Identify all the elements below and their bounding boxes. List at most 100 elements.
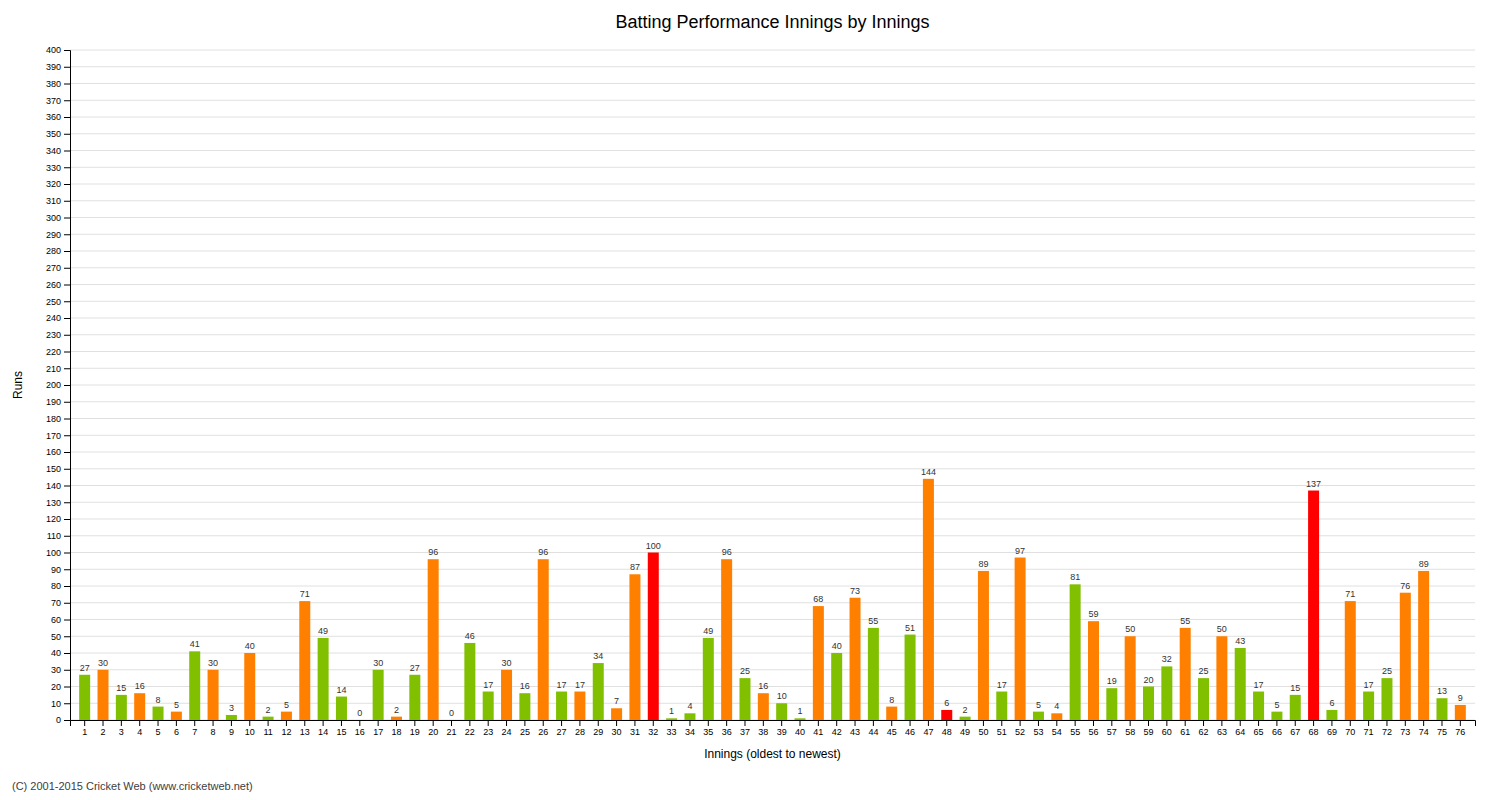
data-label: 13 xyxy=(1437,686,1447,696)
y-tick: 170 xyxy=(46,431,70,441)
x-tick: 23 xyxy=(483,720,493,737)
bar xyxy=(574,692,585,720)
bar xyxy=(373,670,384,720)
x-tick: 5 xyxy=(156,720,161,737)
data-label: 9 xyxy=(1458,693,1463,703)
x-tick: 40 xyxy=(795,720,805,737)
x-tick: 29 xyxy=(593,720,603,737)
x-tick-label: 76 xyxy=(1455,727,1465,737)
x-tick-mark xyxy=(708,720,709,726)
data-label: 7 xyxy=(614,696,619,706)
x-tick: 51 xyxy=(997,720,1007,737)
x-tick-label: 44 xyxy=(868,727,878,737)
y-tick-mark xyxy=(64,234,70,235)
x-axis-title: Innings (oldest to newest) xyxy=(704,747,841,761)
bar xyxy=(116,695,127,720)
x-tick: 42 xyxy=(832,720,842,737)
x-tick: 61 xyxy=(1180,720,1190,737)
chart: 2730151685413034025714914030227960461730… xyxy=(0,0,1500,800)
x-tick: 3 xyxy=(119,720,124,737)
data-label: 27 xyxy=(410,663,420,673)
data-label: 20 xyxy=(1144,675,1154,685)
bar xyxy=(648,553,659,721)
data-label: 19 xyxy=(1107,676,1117,686)
x-tick-mark xyxy=(946,720,947,726)
bar xyxy=(556,692,567,720)
bar xyxy=(519,693,530,720)
x-tick-label: 29 xyxy=(593,727,603,737)
y-tick-mark xyxy=(64,519,70,520)
y-tick-label: 20 xyxy=(51,682,61,692)
x-tick-label: 10 xyxy=(245,727,255,737)
x-tick: 69 xyxy=(1327,720,1337,737)
grid-line xyxy=(70,184,1475,185)
x-tick-mark xyxy=(1093,720,1094,726)
x-tick-label: 63 xyxy=(1217,727,1227,737)
x-tick-mark xyxy=(1423,720,1424,726)
x-tick-mark xyxy=(1276,720,1277,726)
x-tick-label: 24 xyxy=(502,727,512,737)
grid-line xyxy=(70,485,1475,486)
data-label: 32 xyxy=(1162,654,1172,664)
grid-line xyxy=(70,133,1475,134)
x-tick: 52 xyxy=(1015,720,1025,737)
bar xyxy=(1308,491,1319,720)
x-tick-mark xyxy=(598,720,599,726)
y-tick: 290 xyxy=(46,230,70,240)
bar xyxy=(868,628,879,720)
data-label: 43 xyxy=(1235,636,1245,646)
y-tick-label: 170 xyxy=(46,431,61,441)
x-tick-label: 18 xyxy=(391,727,401,737)
x-tick: 28 xyxy=(575,720,585,737)
y-tick-label: 0 xyxy=(56,715,61,725)
bar xyxy=(1198,678,1209,720)
x-tick-mark xyxy=(928,720,929,726)
y-tick: 70 xyxy=(51,598,70,608)
grid-line xyxy=(70,117,1475,118)
x-tick: 31 xyxy=(630,720,640,737)
y-tick-mark xyxy=(64,100,70,101)
x-tick: 37 xyxy=(740,720,750,737)
x-tick: 39 xyxy=(777,720,787,737)
y-tick-mark xyxy=(64,670,70,671)
y-tick-mark xyxy=(64,720,70,721)
y-tick-mark xyxy=(64,687,70,688)
x-tick-mark xyxy=(323,720,324,726)
y-tick-label: 250 xyxy=(46,297,61,307)
x-tick-mark xyxy=(359,720,360,726)
x-tick-mark xyxy=(341,720,342,726)
x-tick-mark xyxy=(910,720,911,726)
x-tick: 43 xyxy=(850,720,860,737)
x-tick-mark xyxy=(1038,720,1039,726)
x-tick-mark xyxy=(855,720,856,726)
data-label: 17 xyxy=(557,680,567,690)
x-tick-label: 14 xyxy=(318,727,328,737)
grid-line xyxy=(70,334,1475,335)
bar xyxy=(1381,678,1392,720)
grid-line xyxy=(70,267,1475,268)
y-tick-mark xyxy=(64,167,70,168)
x-tick: 67 xyxy=(1290,720,1300,737)
y-tick-mark xyxy=(64,603,70,604)
data-label: 3 xyxy=(229,703,234,713)
bar xyxy=(391,717,402,720)
bar xyxy=(354,720,365,721)
bar xyxy=(1161,666,1172,720)
bar xyxy=(98,670,109,720)
x-tick: 11 xyxy=(263,720,272,737)
y-tick: 180 xyxy=(46,414,70,424)
grid-line xyxy=(70,83,1475,84)
x-tick: 48 xyxy=(942,720,952,737)
footer: (C) 2001-2015 Cricket Web (www.cricketwe… xyxy=(12,780,253,792)
x-tick-mark xyxy=(378,720,379,726)
y-tick-label: 180 xyxy=(46,414,61,424)
x-tick: 55 xyxy=(1070,720,1080,737)
bar xyxy=(1180,628,1191,720)
y-tick: 310 xyxy=(46,196,70,206)
y-tick: 130 xyxy=(46,498,70,508)
data-label: 46 xyxy=(465,631,475,641)
bar xyxy=(1455,705,1466,720)
y-tick: 200 xyxy=(46,380,70,390)
x-tick-label: 20 xyxy=(428,727,438,737)
bar xyxy=(813,606,824,720)
